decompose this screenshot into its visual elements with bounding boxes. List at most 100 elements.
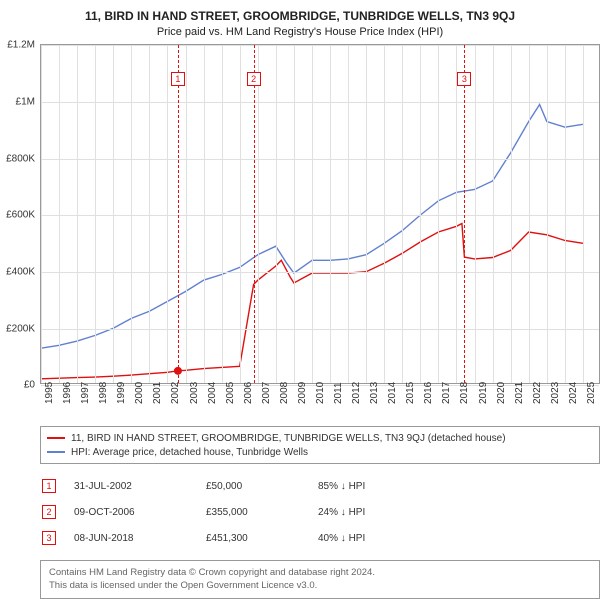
event-date: 09-OCT-2006	[74, 500, 204, 524]
legend-label: 11, BIRD IN HAND STREET, GROOMBRIDGE, TU…	[71, 433, 506, 444]
gridline-v	[41, 45, 42, 383]
gridline-v	[511, 45, 512, 383]
gridline-v	[240, 45, 241, 383]
legend-item: 11, BIRD IN HAND STREET, GROOMBRIDGE, TU…	[47, 431, 593, 445]
gridline-h	[41, 45, 599, 46]
event-row: 209-OCT-2006£355,00024% ↓ HPI	[42, 500, 598, 524]
gridline-h	[41, 215, 599, 216]
event-delta: 40% ↓ HPI	[318, 526, 598, 550]
x-axis-label: 2018	[459, 382, 470, 404]
legend-item: HPI: Average price, detached house, Tunb…	[47, 445, 593, 459]
gridline-h	[41, 272, 599, 273]
x-axis-label: 2025	[586, 382, 597, 404]
x-axis-label: 2006	[243, 382, 254, 404]
gridline-v	[330, 45, 331, 383]
event-marker: 3	[457, 72, 471, 86]
chart-title-block: 11, BIRD IN HAND STREET, GROOMBRIDGE, TU…	[4, 8, 596, 40]
y-axis-label: £0	[24, 380, 35, 391]
y-axis-label: £200K	[6, 323, 35, 334]
gridline-v	[420, 45, 421, 383]
x-axis-label: 2008	[279, 382, 290, 404]
x-axis-label: 2001	[152, 382, 163, 404]
gridline-v	[402, 45, 403, 383]
gridline-v	[348, 45, 349, 383]
x-axis-label: 1995	[44, 382, 55, 404]
gridline-v	[294, 45, 295, 383]
x-axis-label: 2005	[225, 382, 236, 404]
footer-line2: This data is licensed under the Open Gov…	[49, 579, 591, 592]
x-axis-label: 2014	[387, 382, 398, 404]
gridline-v	[312, 45, 313, 383]
event-row: 3 08-JUN-2018£451,30040% ↓ HPI	[42, 526, 598, 550]
gridline-v	[456, 45, 457, 383]
x-axis-label: 2009	[297, 382, 308, 404]
gridline-h	[41, 159, 599, 160]
x-axis-label: 1999	[116, 382, 127, 404]
gridline-v	[167, 45, 168, 383]
event-price: £355,000	[206, 500, 316, 524]
x-axis-label: 2022	[532, 382, 543, 404]
gridline-v	[276, 45, 277, 383]
gridline-v	[222, 45, 223, 383]
x-axis-label: 2004	[207, 382, 218, 404]
legend: 11, BIRD IN HAND STREET, GROOMBRIDGE, TU…	[40, 426, 600, 464]
y-axis-label: £400K	[6, 266, 35, 277]
x-axis-label: 2016	[423, 382, 434, 404]
x-axis-label: 2007	[261, 382, 272, 404]
y-axis-label: £600K	[6, 210, 35, 221]
x-axis-label: 2003	[189, 382, 200, 404]
gridline-v	[547, 45, 548, 383]
gridline-v	[95, 45, 96, 383]
x-axis-label: 2020	[496, 382, 507, 404]
event-price: £50,000	[206, 474, 316, 498]
x-axis-label: 2023	[550, 382, 561, 404]
chart-title: 11, BIRD IN HAND STREET, GROOMBRIDGE, TU…	[4, 8, 596, 25]
event-line	[178, 45, 179, 383]
x-axis-label: 1997	[80, 382, 91, 404]
event-marker: 1	[171, 72, 185, 86]
event-delta: 85% ↓ HPI	[318, 474, 598, 498]
events-table: 1 31-JUL-2002£50,00085% ↓ HPI209-OCT-2006…	[40, 472, 600, 552]
gridline-v	[258, 45, 259, 383]
x-axis-label: 2010	[315, 382, 326, 404]
gridline-v	[59, 45, 60, 383]
event-marker-box: 1	[42, 479, 56, 493]
gridline-v	[583, 45, 584, 383]
gridline-v	[186, 45, 187, 383]
gridline-v	[565, 45, 566, 383]
gridline-h	[41, 102, 599, 103]
gridline-v	[149, 45, 150, 383]
gridline-v	[438, 45, 439, 383]
x-axis-label: 2024	[568, 382, 579, 404]
gridline-h	[41, 329, 599, 330]
x-axis-label: 2021	[514, 382, 525, 404]
chart-subtitle: Price paid vs. HM Land Registry's House …	[4, 25, 596, 40]
legend-swatch	[47, 437, 65, 439]
legend-swatch	[47, 451, 65, 453]
footer-line1: Contains HM Land Registry data © Crown c…	[49, 566, 591, 579]
x-axis-label: 2013	[369, 382, 380, 404]
gridline-v	[366, 45, 367, 383]
gridline-v	[384, 45, 385, 383]
x-axis-label: 2015	[405, 382, 416, 404]
event-date: 31-JUL-2002	[74, 474, 204, 498]
x-axis-label: 2011	[333, 383, 344, 405]
gridline-v	[475, 45, 476, 383]
x-axis-label: 2002	[170, 382, 181, 404]
gridline-v	[131, 45, 132, 383]
gridline-v	[77, 45, 78, 383]
x-axis-label: 2012	[351, 382, 362, 404]
y-axis-label: £1.2M	[7, 40, 35, 51]
footer: Contains HM Land Registry data © Crown c…	[40, 560, 600, 599]
event-marker: 2	[247, 72, 261, 86]
x-axis-label: 1998	[98, 382, 109, 404]
event-price: £451,300	[206, 526, 316, 550]
y-axis-label: £1M	[16, 96, 35, 107]
event-line	[464, 45, 465, 383]
plot-area: £0£200K£400K£600K£800K£1M£1.2M1995199619…	[40, 44, 600, 384]
x-axis-label: 2000	[134, 382, 145, 404]
gridline-v	[529, 45, 530, 383]
event-marker-box: 3	[42, 531, 56, 545]
event-date: 08-JUN-2018	[74, 526, 204, 550]
legend-label: HPI: Average price, detached house, Tunb…	[71, 447, 308, 458]
